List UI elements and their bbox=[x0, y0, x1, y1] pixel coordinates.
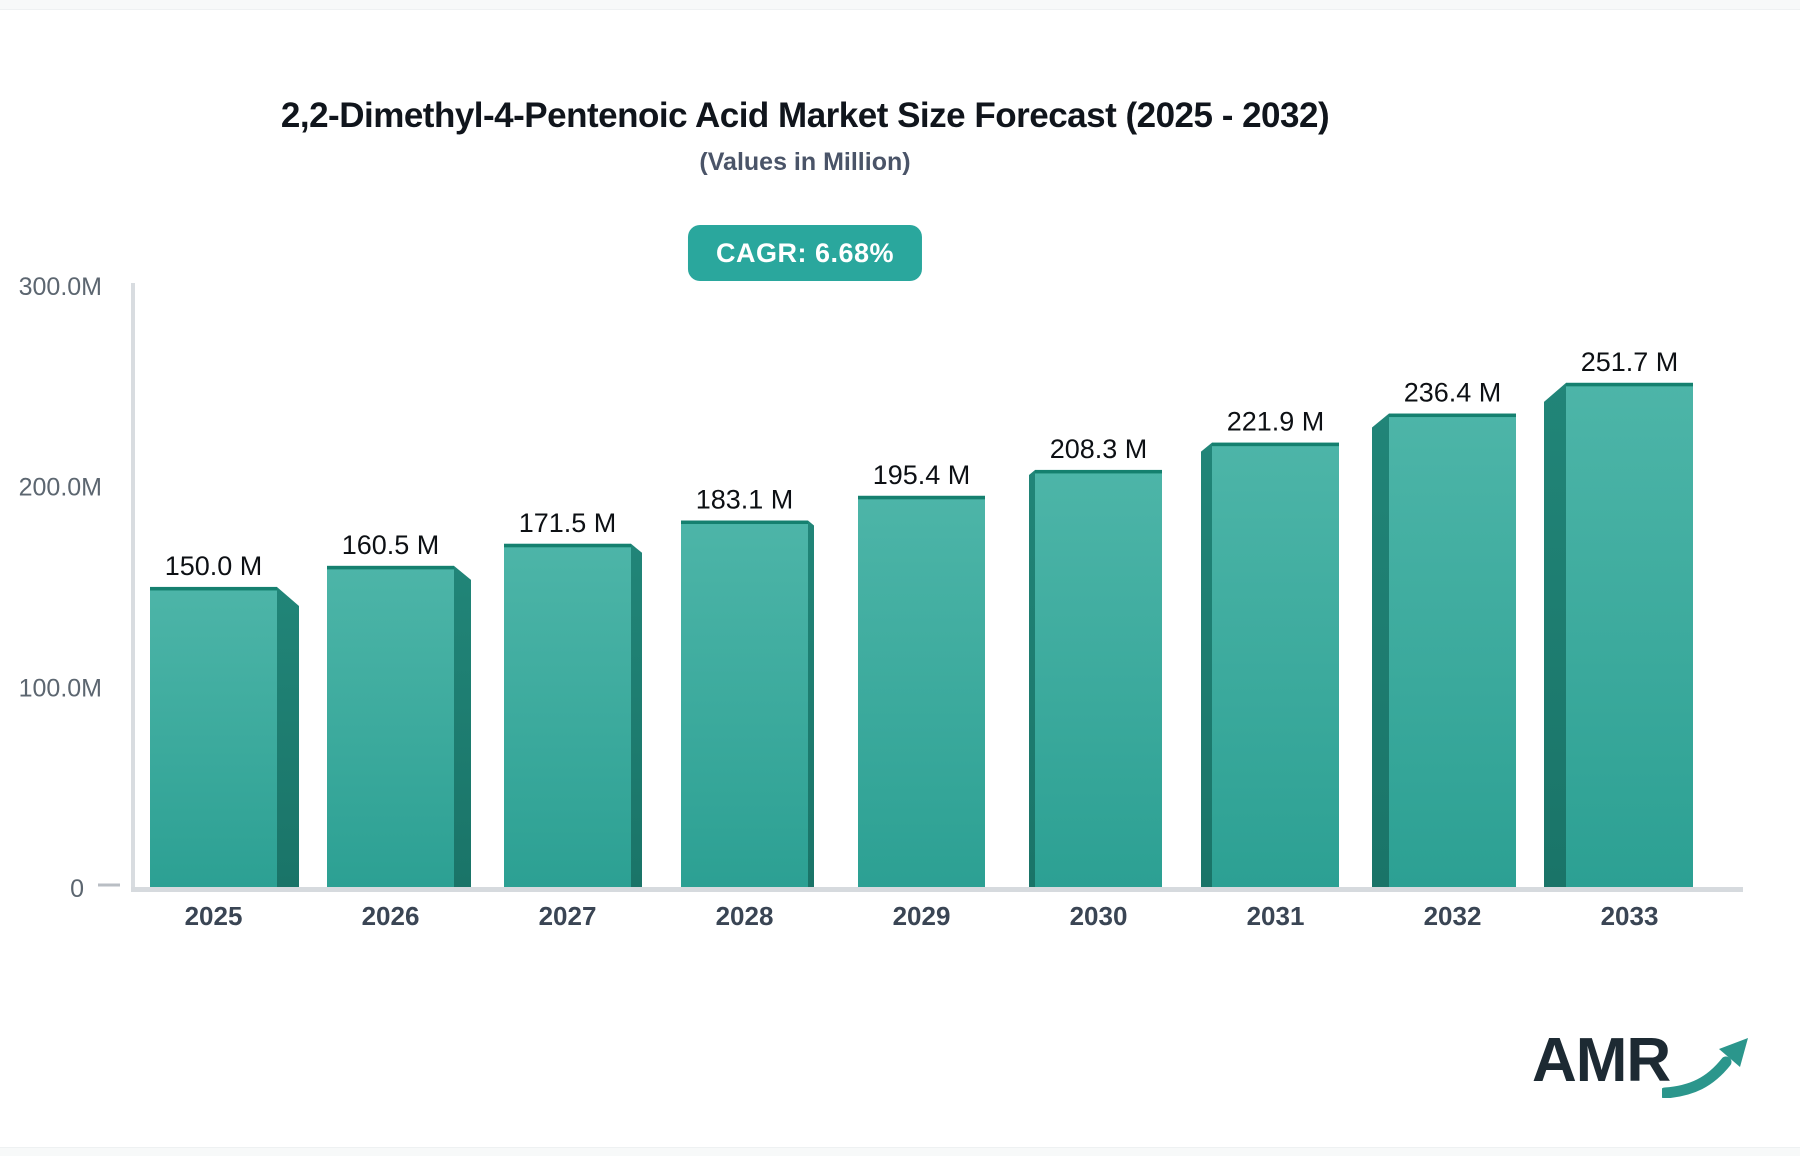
bar-side-face bbox=[631, 543, 642, 888]
x-axis-year-label: 2029 bbox=[893, 901, 951, 931]
bar-top-edge bbox=[681, 520, 808, 525]
x-axis-year-label: 2025 bbox=[185, 901, 243, 931]
x-axis-year-label: 2031 bbox=[1247, 901, 1305, 931]
bar-side-face bbox=[1201, 442, 1212, 888]
bottom-edge-strip bbox=[0, 1147, 1800, 1156]
bar-value-label: 171.5 M bbox=[519, 508, 617, 538]
cagr-badge: CAGR: 6.68% bbox=[687, 225, 923, 281]
bar-2029 bbox=[858, 495, 985, 888]
bar-side-face bbox=[454, 565, 471, 888]
bar-top-edge bbox=[858, 495, 985, 500]
bar-side-face bbox=[1029, 469, 1035, 888]
bar-top-edge bbox=[504, 543, 631, 548]
x-axis-year-label: 2030 bbox=[1070, 901, 1128, 931]
bar-side-face bbox=[1372, 413, 1389, 888]
x-axis-year-label: 2028 bbox=[716, 901, 774, 931]
bar-top-edge bbox=[327, 565, 454, 570]
bar-value-label: 251.7 M bbox=[1581, 347, 1679, 377]
bar-2025 bbox=[150, 586, 277, 888]
y-axis-tick-label: 0 bbox=[70, 875, 84, 903]
chart-title: 2,2-Dimethyl-4-Pentenoic Acid Market Siz… bbox=[280, 96, 1330, 135]
bar-top-edge bbox=[1566, 382, 1693, 387]
bar-side-face bbox=[1544, 382, 1566, 888]
bar-2031 bbox=[1212, 442, 1339, 888]
bar-2032 bbox=[1389, 413, 1516, 888]
bar-2033 bbox=[1566, 382, 1693, 888]
bar-2026 bbox=[327, 565, 454, 888]
bar-chart: 0 100.0M 200.0M 300.0M 150.0 M 2025 160.5 M 202… bbox=[19, 273, 1743, 931]
bar-top-edge bbox=[1212, 442, 1339, 447]
bar-value-label: 236.4 M bbox=[1404, 378, 1502, 408]
bar-top-edge bbox=[1389, 413, 1516, 418]
x-axis-year-label: 2033 bbox=[1601, 901, 1659, 931]
x-axis-year-label: 2026 bbox=[362, 901, 420, 931]
bar-2028 bbox=[681, 520, 808, 888]
amr-logo-text: AMR bbox=[1532, 1026, 1671, 1095]
x-axis-year-label: 2032 bbox=[1424, 901, 1482, 931]
bar-top-edge bbox=[150, 586, 277, 591]
bar-value-label: 221.9 M bbox=[1227, 407, 1325, 437]
y-axis-tick-label: 100.0M bbox=[19, 674, 102, 702]
bar-value-label: 195.4 M bbox=[873, 460, 971, 490]
y-axis-tick-label: 300.0M bbox=[19, 273, 102, 301]
top-edge-strip bbox=[0, 0, 1800, 10]
bar-value-label: 160.5 M bbox=[342, 530, 440, 560]
bar-side-face bbox=[808, 520, 814, 888]
amr-logo: AMR bbox=[1532, 1030, 1750, 1098]
bar-value-label: 208.3 M bbox=[1050, 434, 1148, 464]
bar-value-label: 150.0 M bbox=[165, 551, 263, 581]
chart-subtitle: (Values in Million) bbox=[699, 148, 911, 176]
y-axis-tick-label: 200.0M bbox=[19, 474, 102, 502]
bar-value-label: 183.1 M bbox=[696, 485, 794, 515]
x-axis-year-label: 2027 bbox=[539, 901, 597, 931]
bar-top-edge bbox=[1035, 469, 1162, 474]
bar-2027 bbox=[504, 543, 631, 888]
trend-up-arrow-icon bbox=[1662, 1038, 1749, 1098]
bar-2030 bbox=[1035, 469, 1162, 888]
bar-side-face bbox=[277, 586, 299, 888]
